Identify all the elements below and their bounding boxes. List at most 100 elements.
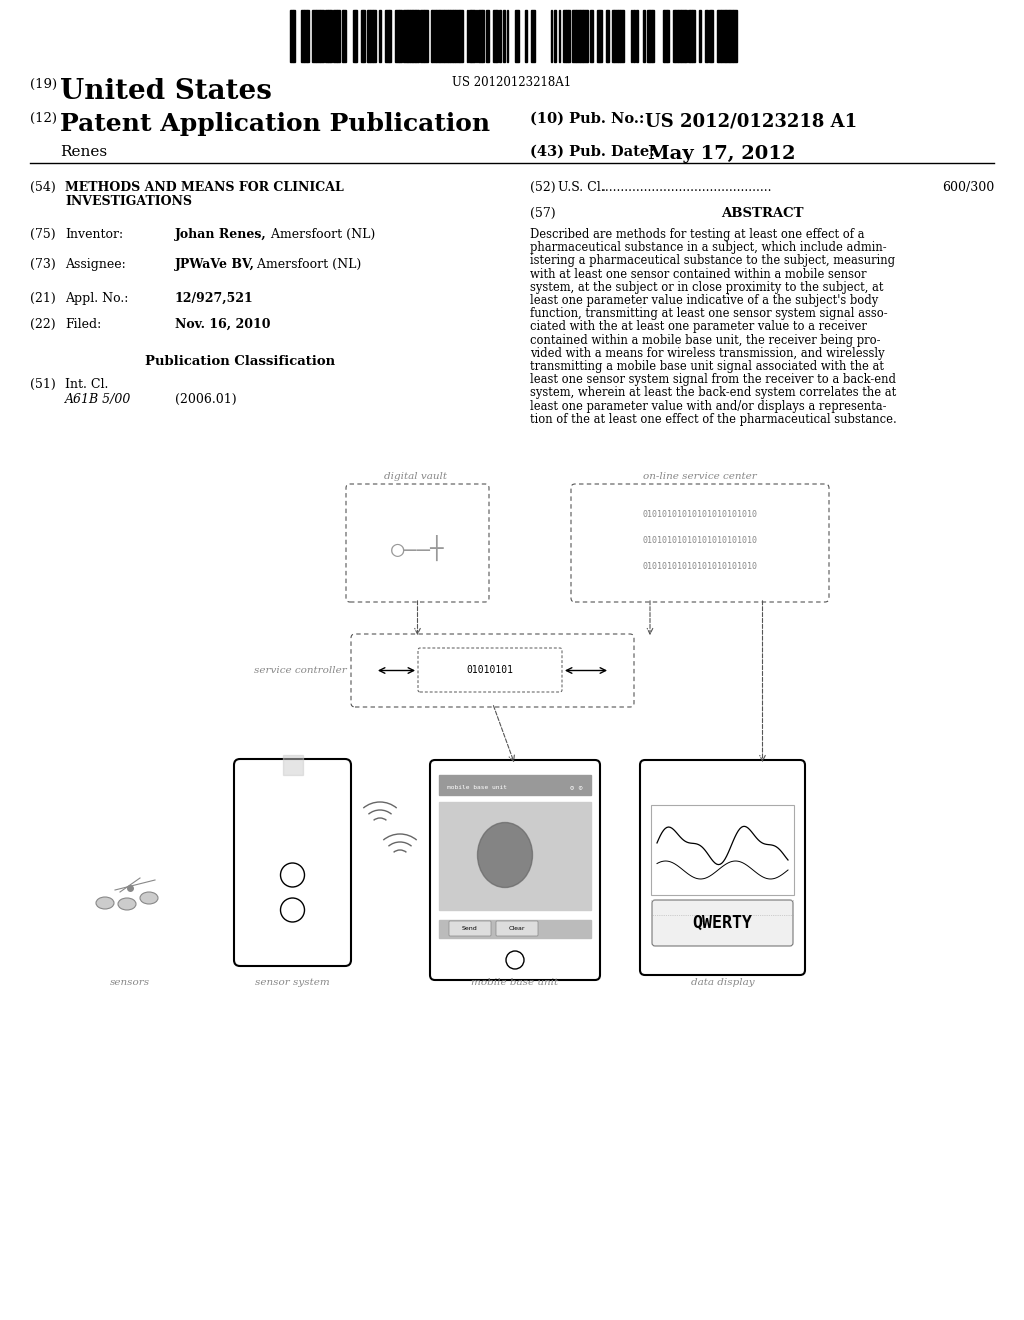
Text: Clear: Clear	[509, 925, 525, 931]
Bar	[600, 11, 602, 62]
Bar	[568, 11, 570, 62]
Bar	[361, 11, 362, 62]
Bar	[337, 11, 340, 62]
Text: Appl. No.:: Appl. No.:	[65, 292, 128, 305]
Bar	[410, 11, 412, 62]
Bar	[379, 11, 381, 62]
Text: United States: United States	[60, 78, 272, 106]
Bar	[721, 11, 725, 62]
Bar	[312, 11, 316, 62]
Bar	[685, 11, 687, 62]
Bar	[566, 11, 568, 62]
Ellipse shape	[96, 898, 114, 909]
Text: 01010101010101010101010: 01010101010101010101010	[642, 510, 758, 519]
Text: service controller: service controller	[254, 667, 347, 675]
FancyBboxPatch shape	[234, 759, 351, 966]
Text: (21): (21)	[30, 292, 55, 305]
FancyBboxPatch shape	[449, 921, 490, 936]
Bar	[590, 11, 593, 62]
Text: (52): (52)	[530, 181, 556, 194]
Bar	[667, 11, 669, 62]
FancyBboxPatch shape	[640, 760, 805, 975]
Text: Described are methods for testing at least one effect of a: Described are methods for testing at lea…	[530, 228, 864, 242]
FancyBboxPatch shape	[351, 634, 634, 708]
Text: transmitting a mobile base unit signal associated with the at: transmitting a mobile base unit signal a…	[530, 360, 884, 374]
Text: (43) Pub. Date:: (43) Pub. Date:	[530, 145, 654, 158]
Text: contained within a mobile base unit, the receiver being pro-: contained within a mobile base unit, the…	[530, 334, 881, 347]
Text: ciated with the at least one parameter value to a receiver: ciated with the at least one parameter v…	[530, 321, 867, 334]
FancyBboxPatch shape	[496, 921, 538, 936]
Bar	[515, 11, 519, 62]
Bar	[650, 11, 652, 62]
Text: pharmaceutical substance in a subject, which include admin-: pharmaceutical substance in a subject, w…	[530, 242, 887, 255]
FancyBboxPatch shape	[652, 900, 793, 946]
Text: mobile base unit: mobile base unit	[447, 785, 507, 789]
Bar	[572, 11, 575, 62]
Text: Assignee:: Assignee:	[65, 257, 126, 271]
Bar	[664, 11, 667, 62]
Text: (51): (51)	[30, 378, 55, 391]
Text: sensor system: sensor system	[255, 978, 330, 987]
Bar	[403, 11, 407, 62]
Bar	[424, 11, 428, 62]
Text: sensors: sensors	[110, 978, 151, 987]
Bar	[699, 11, 701, 62]
Text: (73): (73)	[30, 257, 55, 271]
Circle shape	[281, 863, 304, 887]
Text: (57): (57)	[530, 207, 556, 220]
Bar	[614, 11, 618, 62]
Bar	[439, 803, 591, 909]
Bar	[692, 11, 695, 62]
Bar	[583, 11, 587, 62]
Text: 01010101: 01010101	[467, 665, 513, 675]
FancyBboxPatch shape	[430, 760, 600, 979]
Bar	[333, 11, 337, 62]
Text: Filed:: Filed:	[65, 318, 101, 331]
Bar	[563, 11, 566, 62]
Bar	[449, 11, 450, 62]
Text: US 20120123218A1: US 20120123218A1	[453, 77, 571, 88]
Bar	[471, 11, 475, 62]
Text: least one parameter value with and/or displays a representa-: least one parameter value with and/or di…	[530, 400, 887, 413]
Bar	[444, 11, 449, 62]
Text: Publication Classification: Publication Classification	[145, 355, 335, 368]
Text: (75): (75)	[30, 228, 55, 242]
Bar	[711, 11, 713, 62]
Bar	[486, 11, 489, 62]
Bar	[460, 11, 463, 62]
Bar	[618, 11, 620, 62]
Bar	[718, 11, 721, 62]
Bar	[597, 11, 599, 62]
Text: on-line service center: on-line service center	[643, 473, 757, 480]
Circle shape	[506, 950, 524, 969]
Bar	[290, 11, 293, 62]
FancyBboxPatch shape	[346, 484, 489, 602]
FancyBboxPatch shape	[418, 648, 562, 692]
Ellipse shape	[477, 822, 532, 887]
Bar	[482, 11, 484, 62]
Text: Amersfoort (NL): Amersfoort (NL)	[267, 228, 375, 242]
Text: QWERTY: QWERTY	[692, 913, 753, 932]
Bar	[681, 11, 685, 62]
Bar	[726, 11, 729, 62]
Text: May 17, 2012: May 17, 2012	[648, 145, 796, 162]
Text: Amersfoort (NL): Amersfoort (NL)	[253, 257, 361, 271]
Bar	[525, 11, 527, 62]
Bar	[633, 11, 635, 62]
Text: ............................................: ........................................…	[602, 181, 772, 194]
Bar	[304, 11, 307, 62]
Bar	[455, 11, 459, 62]
Bar	[503, 11, 505, 62]
Bar	[399, 11, 402, 62]
Ellipse shape	[140, 892, 158, 904]
Text: 600/300: 600/300	[942, 181, 994, 194]
Bar	[432, 11, 436, 62]
Text: A61B 5/00: A61B 5/00	[65, 393, 131, 407]
Text: (2006.01): (2006.01)	[175, 393, 237, 407]
Bar	[368, 11, 370, 62]
Bar	[643, 11, 645, 62]
Bar	[690, 11, 692, 62]
Text: Int. Cl.: Int. Cl.	[65, 378, 109, 391]
Text: ABSTRACT: ABSTRACT	[721, 207, 803, 220]
Bar	[675, 11, 678, 62]
